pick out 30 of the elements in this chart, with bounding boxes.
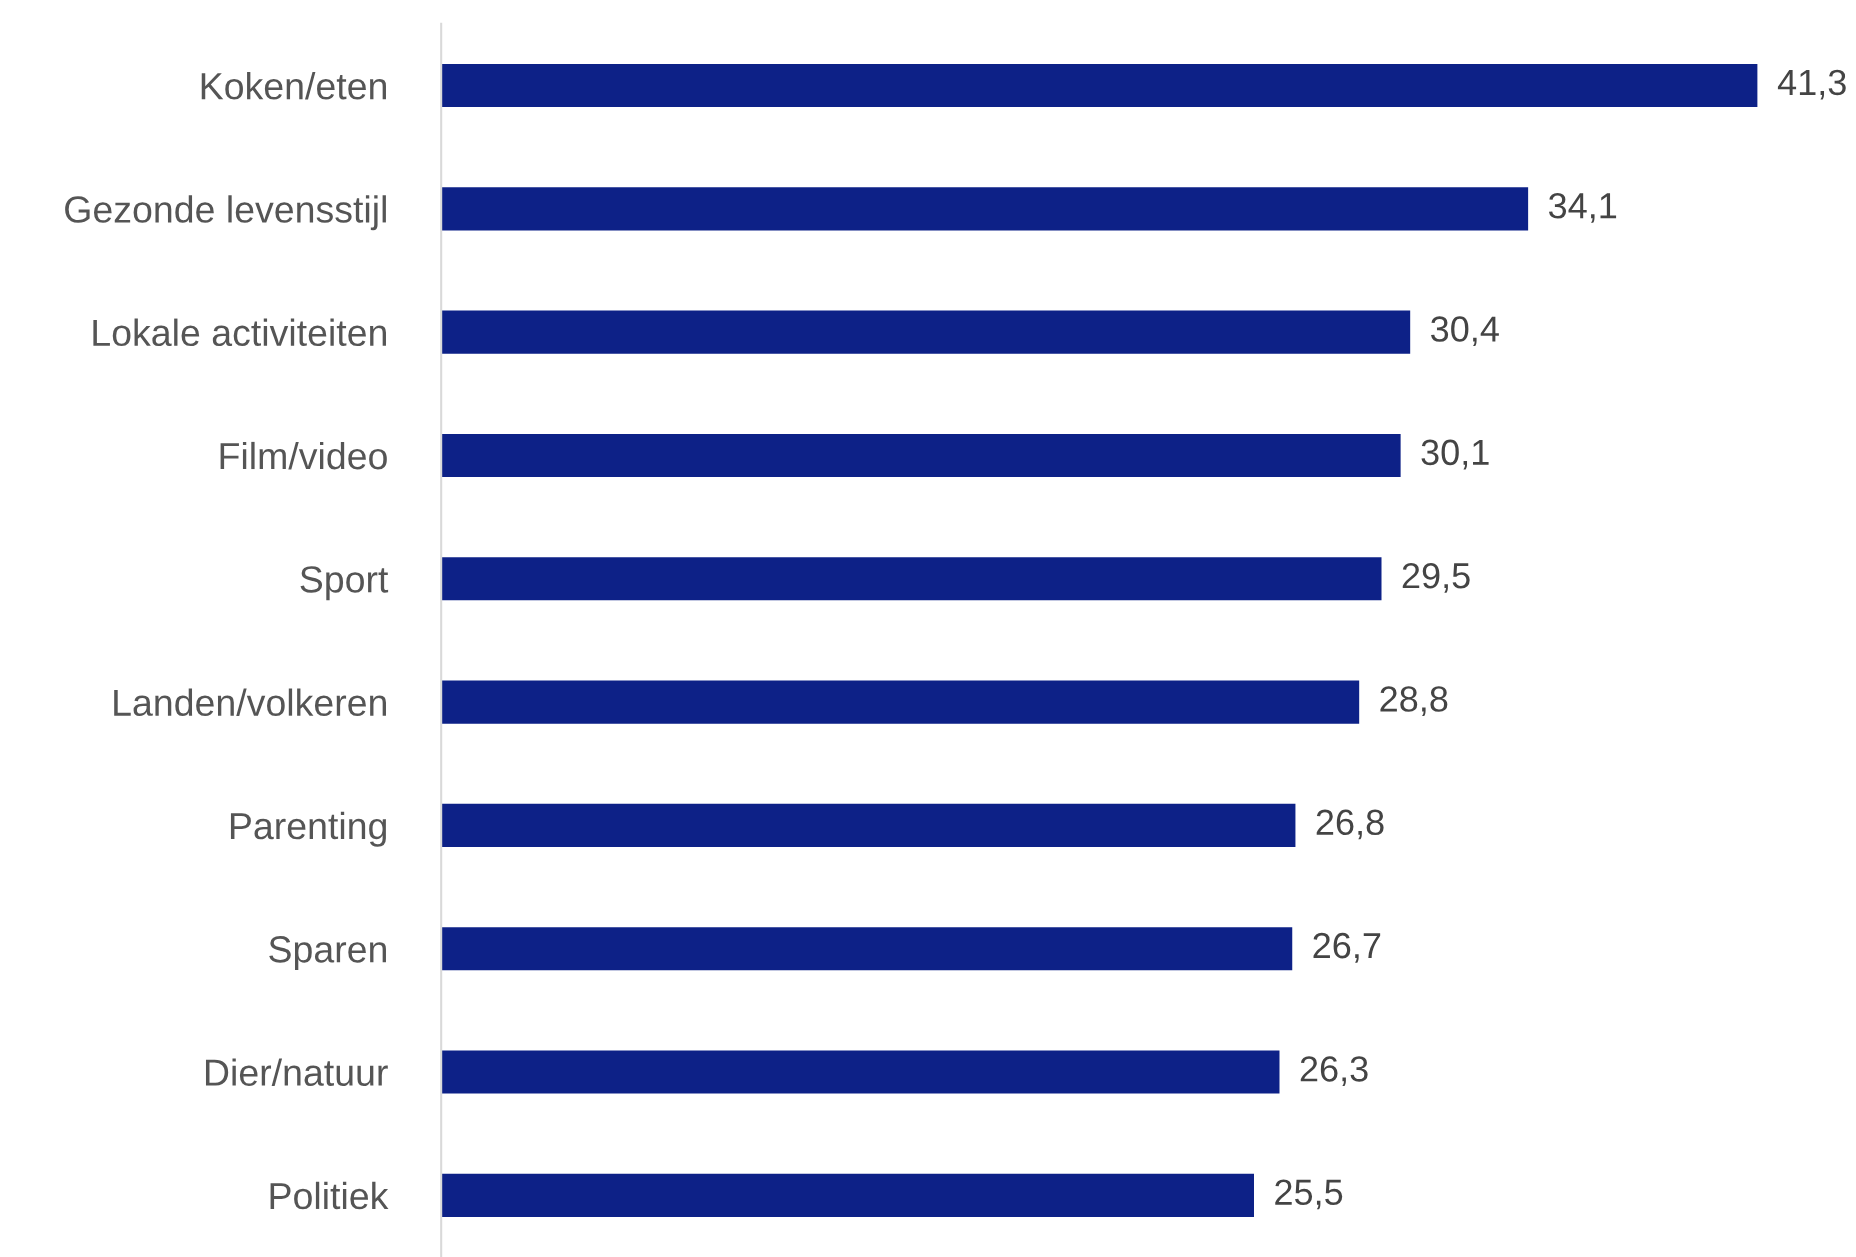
- y-tick-label: Gezonde levensstijl: [65, 195, 386, 231]
- y-tick-label: Parenting: [230, 811, 386, 847]
- y-tick-label: Politiek: [270, 1181, 389, 1210]
- bar: [441, 557, 1382, 601]
- data-label: 30,1: [1421, 439, 1489, 470]
- bar: [441, 1173, 1254, 1217]
- data-label: 30,4: [1431, 316, 1499, 347]
- data-label: 41,3: [1777, 69, 1846, 100]
- y-tick-label: Sparen: [269, 936, 386, 971]
- bar: [441, 63, 1758, 108]
- bar: [441, 187, 1529, 231]
- bar: [441, 310, 1411, 354]
- data-label: 26,3: [1300, 1056, 1368, 1086]
- data-label: 25,5: [1275, 1179, 1343, 1210]
- bar: [441, 680, 1360, 724]
- y-tick-label: Landen/volkeren: [114, 688, 386, 717]
- y-tick-label: Sport: [300, 566, 389, 601]
- data-label: 28,8: [1380, 686, 1448, 717]
- data-label: 34,1: [1548, 192, 1617, 223]
- bar: [441, 927, 1293, 971]
- data-label: 26,8: [1316, 809, 1384, 840]
- y-tick-label: Lokale activiteiten: [93, 318, 386, 347]
- data-label: 29,5: [1402, 562, 1470, 593]
- y-tick-label: Dier/natuur: [205, 1058, 388, 1086]
- bar: [441, 803, 1296, 847]
- y-tick-label: Koken/eten: [201, 71, 386, 100]
- data-label: 26,7: [1313, 932, 1381, 963]
- bar: [441, 433, 1401, 478]
- y-tick-label: Film/video: [220, 441, 387, 470]
- bar: [441, 1050, 1280, 1094]
